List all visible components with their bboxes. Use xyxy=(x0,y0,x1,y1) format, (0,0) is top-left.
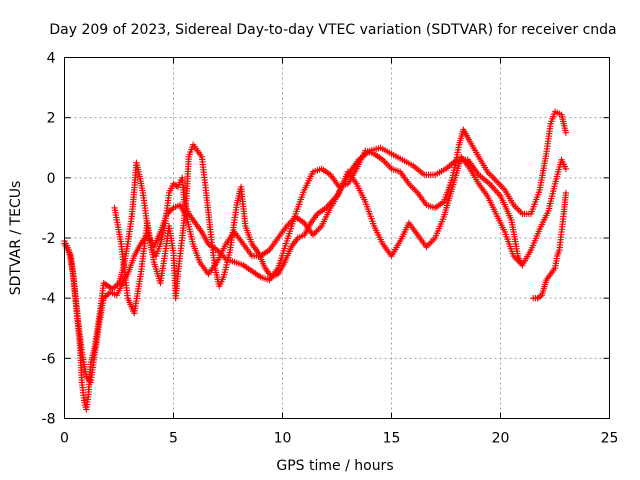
y-tick-label: 0 xyxy=(47,171,56,187)
x-tick-label: 15 xyxy=(383,431,401,447)
y-tick-label: 4 xyxy=(47,51,56,67)
series-markers xyxy=(111,141,526,317)
x-tick-label: 10 xyxy=(274,431,292,447)
y-tick-label: -4 xyxy=(42,291,56,307)
series-markers xyxy=(530,189,570,302)
axis-ticks xyxy=(64,57,610,419)
series-track-c xyxy=(111,141,526,317)
data-point xyxy=(519,261,526,269)
x-tick-label: 25 xyxy=(601,431,619,447)
y-tick-label: -8 xyxy=(42,412,56,428)
x-axis-label: GPS time / hours xyxy=(276,458,393,474)
data-point xyxy=(562,189,570,197)
y-tick-labels: -8 -6 -4 -2 0 2 4 xyxy=(42,51,56,428)
y-tick-label: 2 xyxy=(47,111,56,127)
x-tick-label: 5 xyxy=(169,431,178,447)
y-tick-label: -2 xyxy=(42,231,56,247)
data-point xyxy=(562,129,570,136)
series-track-d xyxy=(530,189,570,302)
data-series xyxy=(61,108,570,413)
x-tick-label: 0 xyxy=(60,431,69,447)
y-axis-label: SDTVAR / TECUs xyxy=(8,181,24,296)
x-tick-labels: 0 5 10 15 20 25 xyxy=(60,431,618,447)
y-tick-label: -6 xyxy=(42,351,56,367)
chart-title: Day 209 of 2023, Sidereal Day-to-day VTE… xyxy=(49,22,616,38)
x-tick-label: 20 xyxy=(492,431,510,447)
data-point xyxy=(562,165,570,172)
